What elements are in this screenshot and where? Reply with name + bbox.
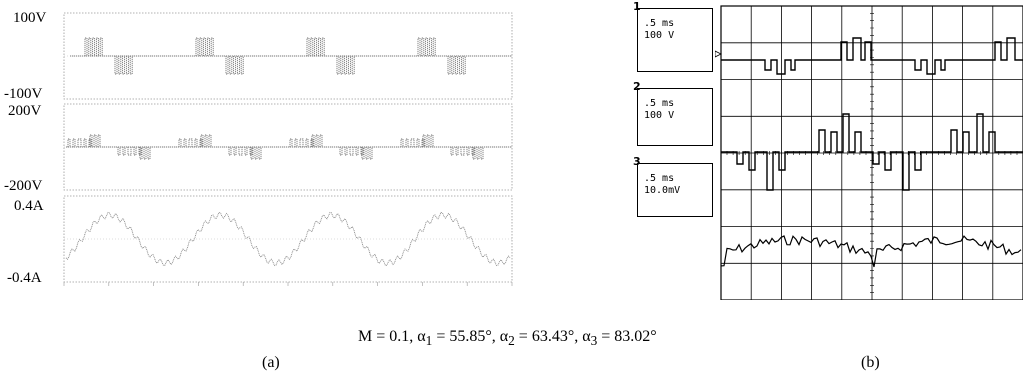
caption-b: (b) bbox=[861, 354, 880, 371]
scope-trace-channel-3 bbox=[720, 235, 1022, 268]
formula-alpha3: = 83.02° bbox=[597, 328, 657, 345]
label-neg-0.4a: -0.4A bbox=[7, 270, 42, 286]
simulated-line-voltage-waveform bbox=[66, 134, 512, 160]
channel-3-timebase: .5 ms bbox=[644, 173, 675, 184]
channel-1-box: 1 .5 ms 100 V bbox=[633, 1, 713, 72]
simulated-current-waveform bbox=[65, 211, 511, 267]
channel-1-scale: 100 V bbox=[644, 30, 675, 41]
simulated-phase-voltage-waveform bbox=[70, 37, 512, 75]
channel-2-timebase: .5 ms bbox=[644, 98, 675, 109]
formula-m: M = 0.1, bbox=[358, 328, 414, 345]
label-neg-100v: -100V bbox=[4, 86, 43, 102]
time-axis-ticks bbox=[63, 282, 513, 286]
channel-3-scale: 10.0mV bbox=[644, 185, 681, 196]
label-0.4a: 0.4A bbox=[14, 198, 44, 214]
formula-alpha1: = 55.85°, bbox=[432, 328, 496, 345]
plot-frame-bottom bbox=[63, 195, 513, 283]
label-200v: 200V bbox=[8, 103, 42, 119]
channel-2-box: 2 .5 ms 100 V bbox=[633, 81, 713, 146]
channel-1-timebase: .5 ms bbox=[644, 18, 675, 29]
oscilloscope-screen bbox=[715, 5, 1023, 300]
channel-1-number: 1 bbox=[633, 0, 641, 13]
caption-a: (a) bbox=[262, 354, 280, 371]
formula-alpha2: = 63.43°, bbox=[514, 328, 579, 345]
scope-trace-channel-1 bbox=[721, 37, 1023, 75]
channel-3-box: 3 .5 ms 10.0mV bbox=[633, 156, 713, 217]
channel-2-scale: 100 V bbox=[644, 110, 675, 121]
label-100v: 100V bbox=[13, 10, 47, 26]
trigger-marker-icon bbox=[715, 50, 722, 58]
channel-2-number: 2 bbox=[633, 80, 641, 93]
scope-trace-channel-2 bbox=[721, 113, 1023, 191]
simulation-plots bbox=[63, 12, 513, 286]
modulation-formula: M = 0.1, α1 = 55.85°, α2 = 63.43°, α3 = … bbox=[358, 328, 657, 349]
oscilloscope-grid bbox=[720, 5, 1023, 300]
channel-3-number: 3 bbox=[633, 155, 641, 168]
label-neg-200v: -200V bbox=[4, 178, 43, 194]
